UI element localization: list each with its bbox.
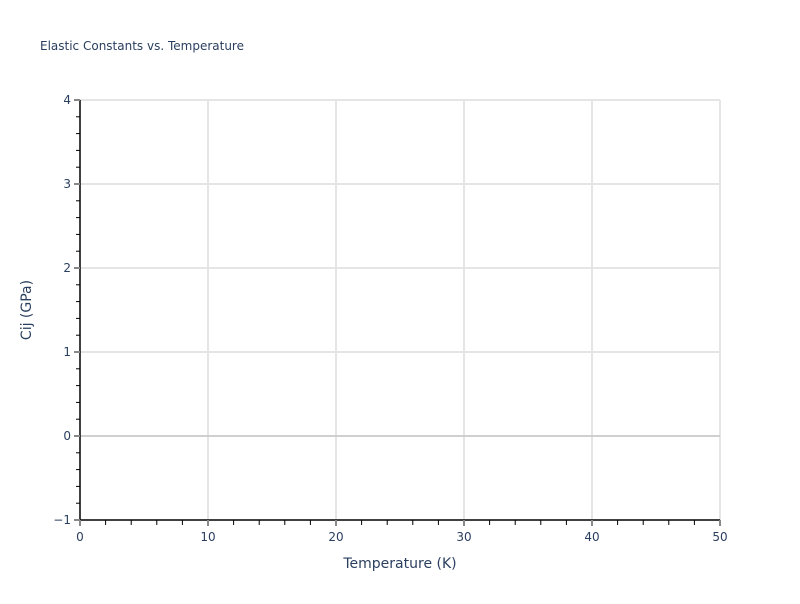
x-tick-label: 30 xyxy=(456,530,471,544)
y-tick-label: 4 xyxy=(63,93,71,107)
grid xyxy=(80,99,721,520)
axes: 0 10 20 30 40 50 −1 0 1 2 3 4 xyxy=(53,93,727,544)
x-tick-label: 40 xyxy=(584,530,599,544)
y-tick-label: 2 xyxy=(63,261,71,275)
y-tick-label: 3 xyxy=(63,177,71,191)
y-tick-label: 1 xyxy=(63,345,71,359)
x-axis-label: Temperature (K) xyxy=(342,556,456,572)
x-tick-label: 20 xyxy=(328,530,343,544)
y-tick-label: 0 xyxy=(63,429,71,443)
x-tick-label: 0 xyxy=(76,530,84,544)
y-axis-label: Cij (GPa) xyxy=(19,280,35,340)
chart-title: Elastic Constants vs. Temperature xyxy=(40,39,244,53)
x-tick-label: 50 xyxy=(712,530,727,544)
y-tick-label: −1 xyxy=(53,513,71,527)
x-tick-label: 10 xyxy=(200,530,215,544)
